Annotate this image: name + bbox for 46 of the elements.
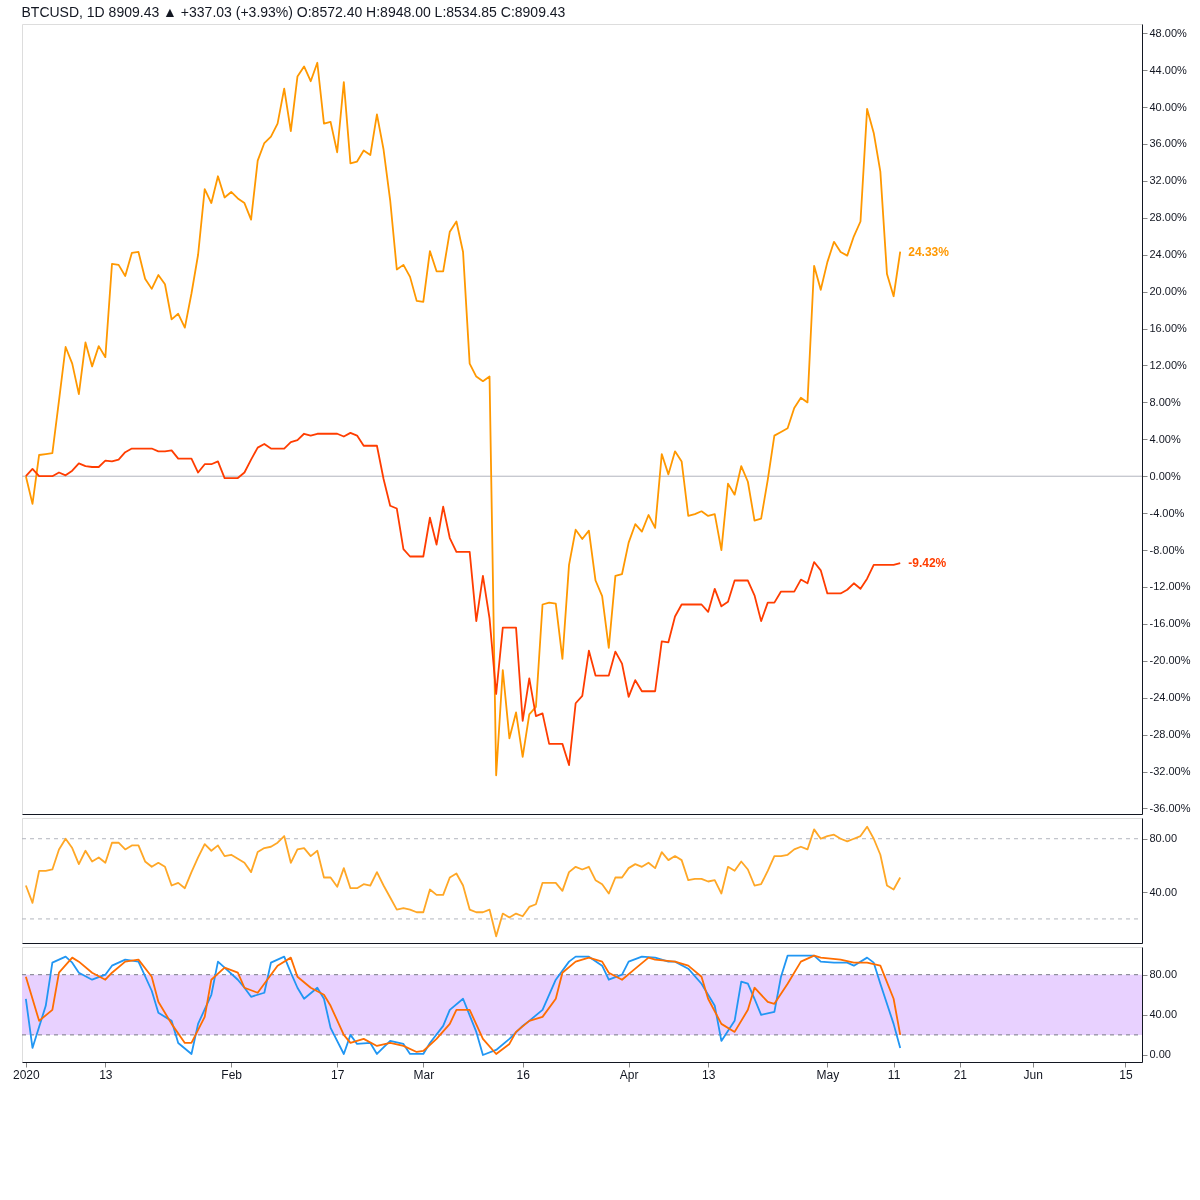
- y-tick-label: -8.00%: [1149, 543, 1185, 556]
- y-tick-label: 80.00: [1149, 832, 1178, 845]
- y-tick-label: 0.00%: [1149, 469, 1181, 482]
- annotation: -9.42%: [908, 556, 947, 571]
- y-tick-label: 36.00%: [1149, 137, 1188, 150]
- annotation: 24.33%: [908, 244, 950, 259]
- line-series: [24, 61, 902, 777]
- y-tick-label: 48.00%: [1149, 26, 1188, 39]
- line-series: [24, 431, 902, 766]
- y-tick-label: 44.00%: [1149, 63, 1188, 76]
- y-tick-label: 40.00: [1149, 1008, 1178, 1021]
- y-tick-label: 0.00: [1149, 1048, 1171, 1061]
- y-tick-label: -16.00%: [1149, 617, 1191, 630]
- x-tick-label: 2020: [13, 1067, 41, 1082]
- y-tick-label: 24.00%: [1149, 248, 1188, 261]
- y-tick-label: 16.00%: [1149, 322, 1188, 335]
- y-tick-label: -12.00%: [1149, 580, 1191, 593]
- y-tick-label: 80.00: [1149, 968, 1178, 981]
- y-tick-label: -20.00%: [1149, 654, 1191, 667]
- x-tick-label: May: [816, 1067, 840, 1082]
- x-tick-label: Mar: [413, 1067, 435, 1082]
- y-tick-label: -32.00%: [1149, 765, 1191, 778]
- y-tick-label: 32.00%: [1149, 174, 1188, 187]
- x-tick-label: 16: [516, 1067, 531, 1082]
- y-tick-label: 12.00%: [1149, 358, 1188, 371]
- y-tick-label: 4.00%: [1149, 432, 1181, 445]
- y-tick-label: 40.00: [1149, 885, 1178, 898]
- x-tick-label: Apr: [619, 1067, 639, 1082]
- y-tick-label: 20.00%: [1149, 285, 1188, 298]
- y-tick-label: 28.00%: [1149, 211, 1188, 224]
- chart-title: BTCUSD, 1D 8909.43 ▲ +337.03 (+3.93%) O:8572.40 H:8948.00 L:8534.85 C:8909.43: [21, 4, 566, 20]
- y-tick-label: 40.00%: [1149, 100, 1188, 113]
- y-tick-label: -28.00%: [1149, 728, 1191, 741]
- x-tick-label: 15: [1119, 1067, 1133, 1082]
- x-tick-label: 13: [99, 1067, 113, 1082]
- x-tick-label: 17: [331, 1067, 345, 1082]
- y-tick-label: -4.00%: [1149, 506, 1185, 519]
- y-tick-label: -24.00%: [1149, 691, 1191, 704]
- line-series: [24, 825, 902, 938]
- x-tick-label: 13: [701, 1067, 716, 1082]
- y-tick-label: 8.00%: [1149, 395, 1181, 408]
- x-tick-label: 21: [953, 1067, 968, 1082]
- y-tick-label: -36.00%: [1149, 801, 1191, 814]
- x-tick-label: Feb: [221, 1067, 243, 1082]
- x-tick-label: Jun: [1023, 1067, 1043, 1082]
- x-tick-label: 11: [887, 1067, 901, 1082]
